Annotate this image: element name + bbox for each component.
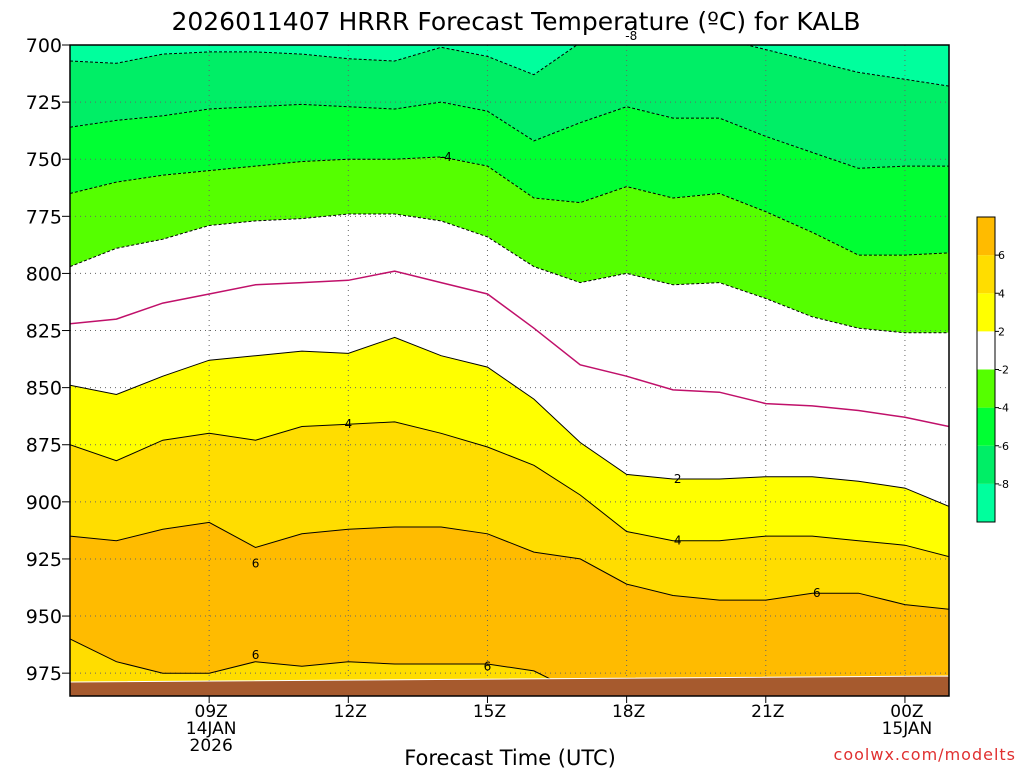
temp-band-3 [70, 156, 949, 333]
y-tick-label: 950 [26, 606, 62, 628]
chart-title: 2026011407 HRRR Forecast Temperature (ºC… [171, 7, 860, 36]
x-tick-label: 15JAN [882, 719, 933, 739]
temp-band-4 [70, 214, 949, 507]
y-tick-label: 800 [26, 263, 62, 285]
y-tick-label: 825 [26, 321, 62, 343]
x-tick-label: 09Z [195, 702, 228, 722]
y-tick-label: 725 [26, 92, 62, 114]
contour-line-6 [70, 421, 949, 558]
colorbar-swatch [977, 407, 995, 446]
colorbar-swatch [977, 483, 995, 522]
x-tick-label: 2026 [190, 736, 233, 756]
colorbar-label: -4 [998, 402, 1009, 415]
temp-band-1 [70, 45, 949, 169]
contour-label: -4 [440, 150, 452, 164]
y-tick-label: 900 [26, 492, 62, 514]
contour-line-1 [70, 101, 949, 169]
colorbar-swatch [977, 331, 995, 370]
colorbar-label: -8 [998, 478, 1009, 491]
x-axis-label: Forecast Time (UTC) [404, 746, 616, 768]
temp-band-0 [70, 45, 949, 87]
source-credit: coolwx.com/modelts [834, 745, 1016, 764]
contour-label: 6 [252, 557, 260, 571]
contour-line-5 [70, 336, 949, 507]
x-tick-label: 15Z [473, 702, 506, 722]
temperature-fill-regions [70, 45, 949, 696]
temp-band-7 [70, 522, 949, 696]
grid-lines [70, 45, 949, 696]
colorbar-label: 2 [998, 325, 1005, 338]
x-tick-label: 14JAN [186, 719, 237, 739]
y-tick-label: 925 [26, 549, 62, 571]
colorbar-label: 4 [998, 287, 1005, 300]
contour-labels: -8 -4 2 4 4 6 6 6 6 [252, 29, 821, 673]
colorbar-label: -6 [998, 440, 1009, 453]
colorbar-swatch [977, 445, 995, 484]
colorbar-legend: -8 -6 -4 -2 2 4 6 [976, 216, 1009, 523]
colorbar-swatch [977, 217, 995, 256]
colorbar-swatch [977, 369, 995, 408]
colorbar-label: 6 [998, 249, 1005, 262]
y-tick-label: 975 [26, 663, 62, 685]
colorbar-swatch [977, 293, 995, 332]
y-tick-label: 750 [26, 149, 62, 171]
contour-label: -8 [625, 29, 637, 43]
contour-line-4 [70, 270, 949, 428]
contour-label: 2 [674, 472, 682, 486]
x-tick-label: 21Z [751, 702, 784, 722]
temp-band-6 [70, 421, 949, 610]
y-axis: 700 725 750 775 800 825 850 875 900 925 950 975 [26, 35, 70, 685]
temp-band-5 [70, 337, 949, 557]
colorbar-label: -2 [998, 364, 1009, 377]
y-tick-label: 700 [26, 35, 62, 57]
contour-line-3 [70, 213, 949, 334]
y-tick-label: 875 [26, 435, 62, 457]
contour-label: 4 [344, 417, 352, 431]
x-tick-label: 00Z [890, 702, 923, 722]
y-tick-label: 850 [26, 378, 62, 400]
y-tick-label: 775 [26, 206, 62, 228]
x-tick-label: 12Z [334, 702, 367, 722]
contour-label: 6 [484, 659, 492, 673]
contour-label: 6 [813, 586, 821, 600]
x-tick-label: 18Z [612, 702, 645, 722]
plot-frame [69, 44, 950, 697]
contour-line-7 [70, 521, 949, 610]
colorbar-swatch [977, 255, 995, 294]
contour-label: 6 [252, 648, 260, 662]
contour-label: 4 [674, 534, 682, 548]
temp-band-2 [70, 102, 949, 256]
contour-line-0 [70, 45, 949, 87]
